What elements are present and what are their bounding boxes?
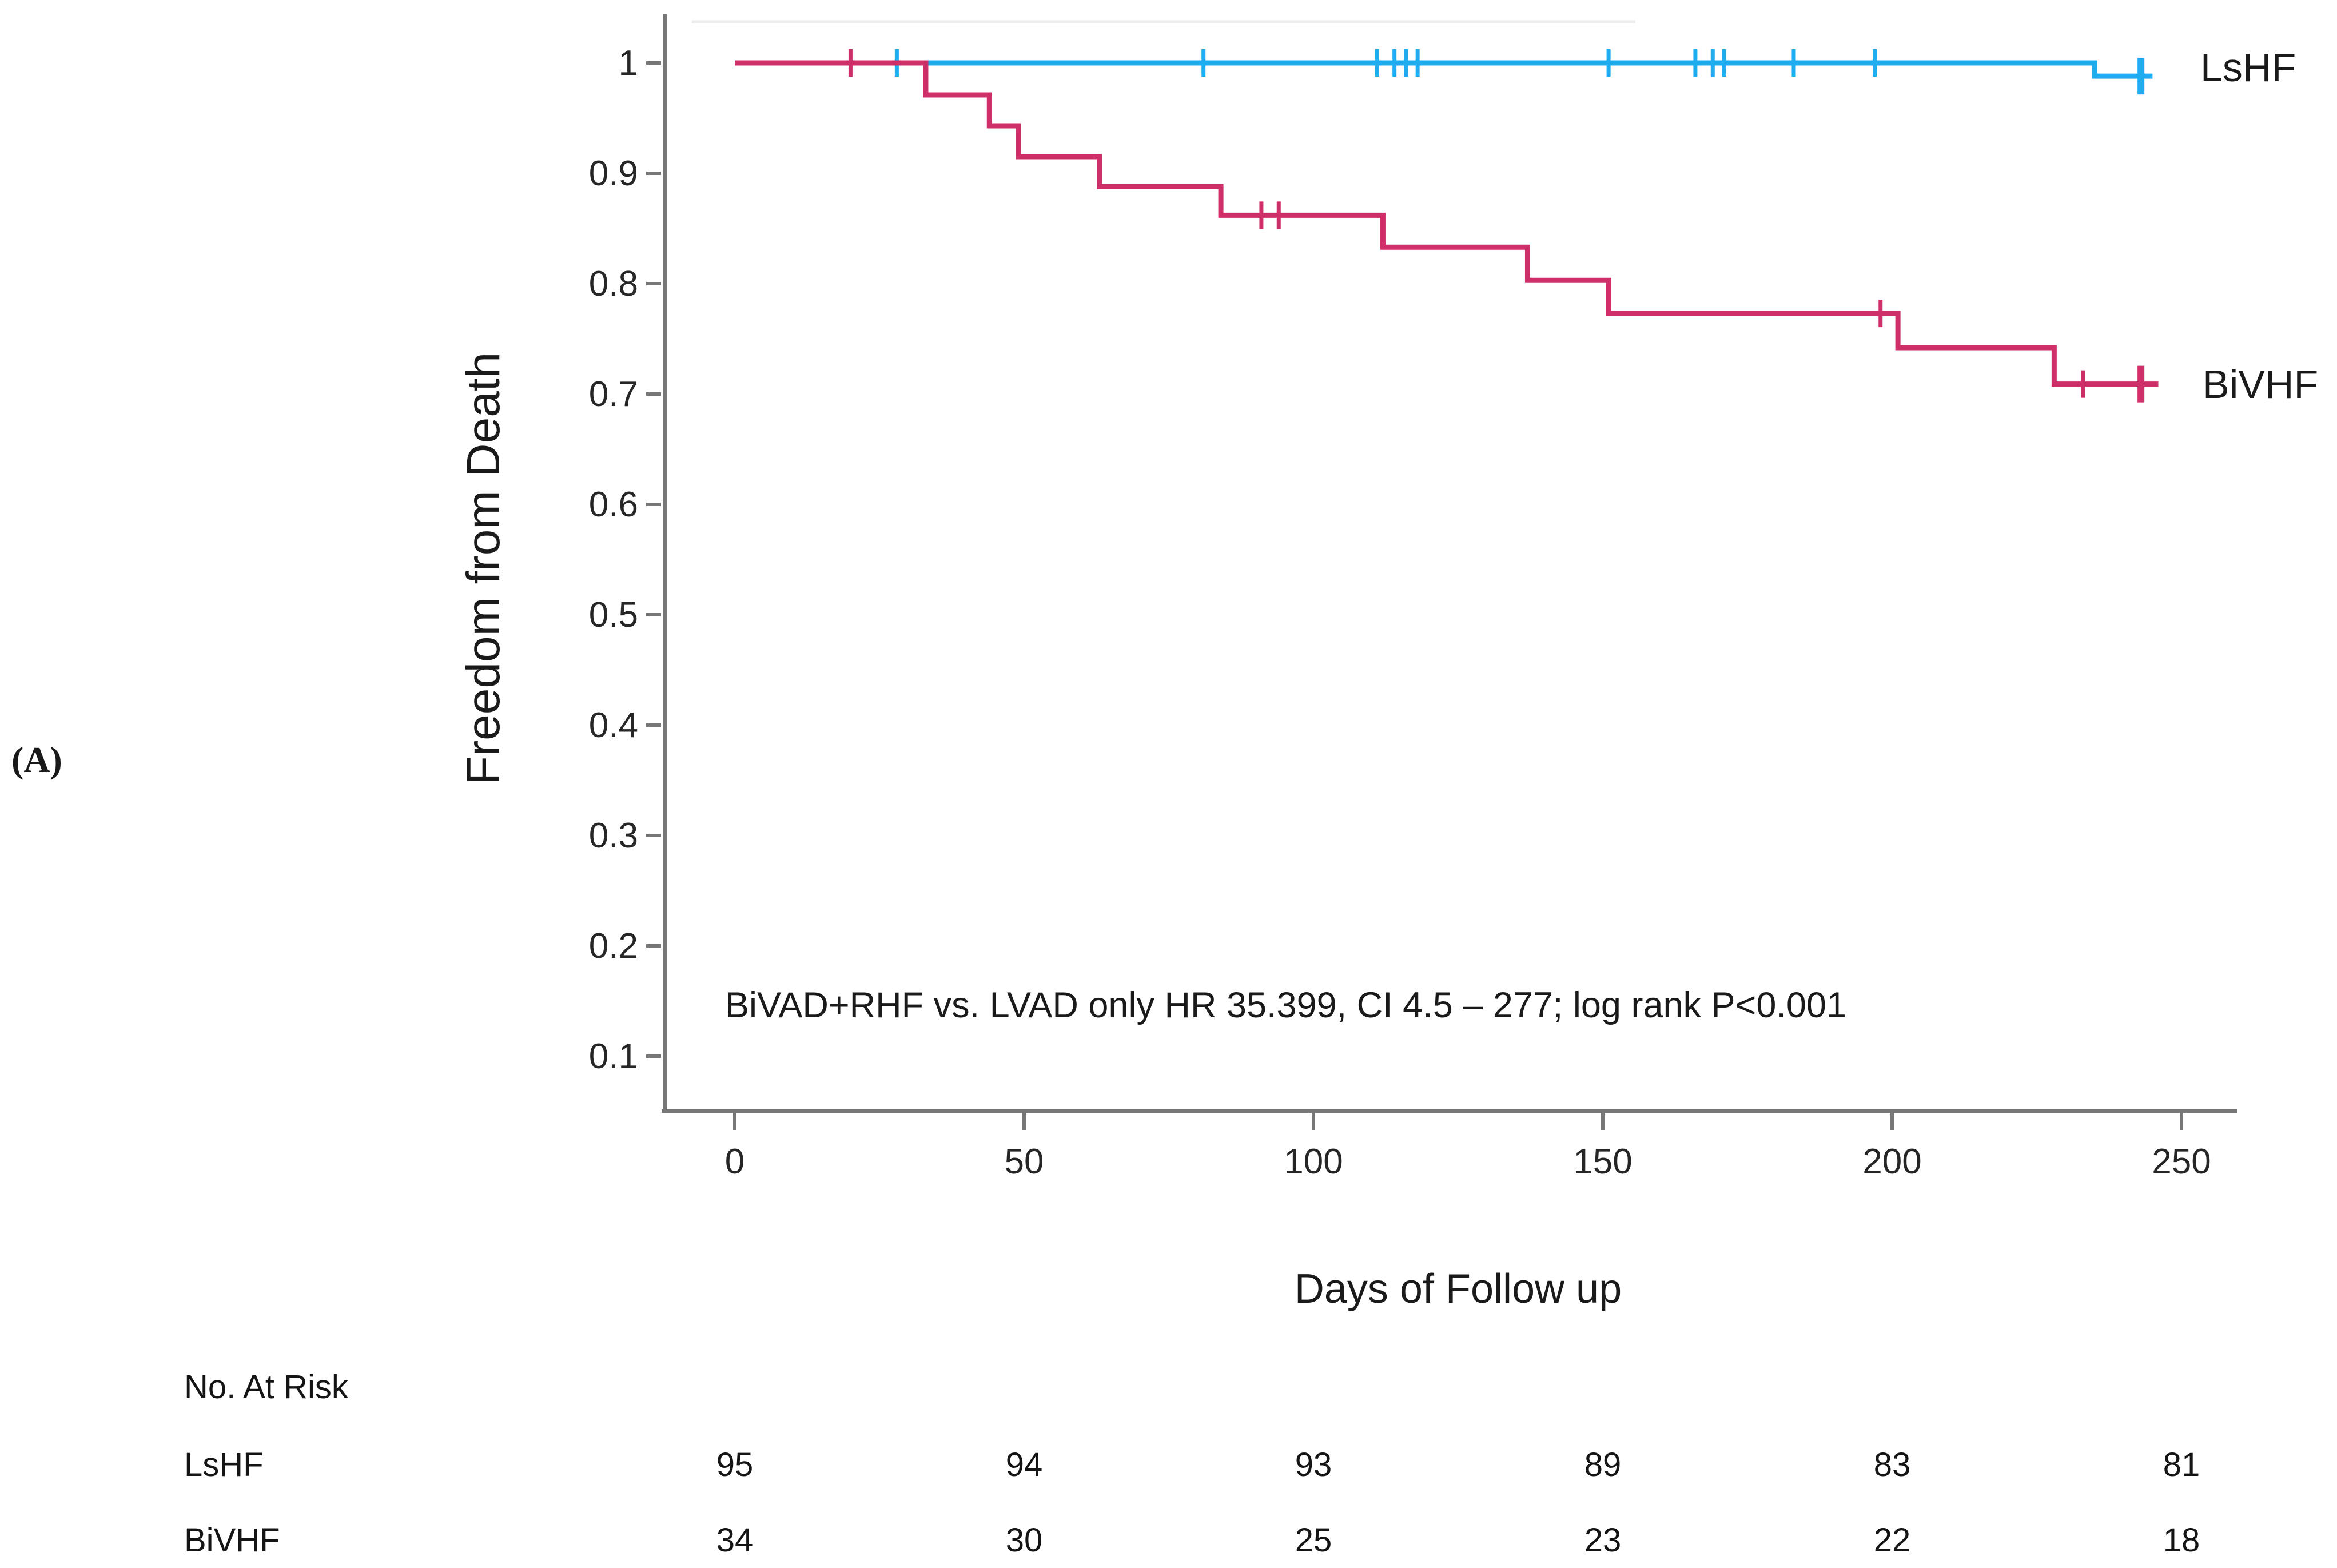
risk-count: 81 bbox=[2163, 1446, 2200, 1483]
y-tick-label: 0.8 bbox=[589, 264, 638, 304]
series-label-lshf: LsHF bbox=[2200, 45, 2296, 90]
series-label-bivhf: BiVHF bbox=[2203, 362, 2319, 407]
risk-count: 25 bbox=[1295, 1522, 1332, 1559]
x-tick-label: 50 bbox=[1005, 1142, 1044, 1181]
panel-label: (A) bbox=[11, 739, 62, 780]
y-tick-label: 0.3 bbox=[589, 816, 638, 855]
y-tick-label: 0.7 bbox=[589, 375, 638, 414]
risk-table-header: No. At Risk bbox=[184, 1368, 348, 1406]
x-axis-title: Days of Follow up bbox=[1294, 1266, 1622, 1312]
risk-count: 94 bbox=[1005, 1446, 1043, 1483]
y-tick-label: 0.2 bbox=[589, 926, 638, 966]
risk-count: 30 bbox=[1005, 1522, 1043, 1559]
risk-count: 93 bbox=[1295, 1446, 1332, 1483]
km-curve-bivhf bbox=[735, 60, 2159, 387]
y-tick-label: 0.9 bbox=[589, 154, 638, 193]
x-tick-label: 100 bbox=[1284, 1142, 1343, 1181]
risk-row-label-bivhf: BiVHF bbox=[184, 1522, 280, 1559]
risk-count: 83 bbox=[1873, 1446, 1911, 1483]
y-tick-label: 0.6 bbox=[589, 485, 638, 524]
risk-count: 22 bbox=[1873, 1522, 1911, 1559]
y-tick-label: 0.4 bbox=[589, 706, 638, 745]
x-tick-label: 150 bbox=[1573, 1142, 1632, 1181]
risk-count: 89 bbox=[1584, 1446, 1622, 1483]
y-tick-label: 0.5 bbox=[589, 595, 638, 635]
risk-count: 18 bbox=[2163, 1522, 2200, 1559]
risk-count: 23 bbox=[1584, 1522, 1622, 1559]
km-curve-lshf bbox=[735, 60, 2153, 79]
x-tick-label: 200 bbox=[1862, 1142, 1921, 1181]
risk-row-label-lshf: LsHF bbox=[184, 1446, 264, 1483]
y-tick-label: 0.1 bbox=[589, 1037, 638, 1076]
x-tick-label: 0 bbox=[725, 1142, 745, 1181]
risk-count: 95 bbox=[716, 1446, 754, 1483]
x-tick-label: 250 bbox=[2152, 1142, 2211, 1181]
y-axis-title: Freedom from Death bbox=[457, 352, 509, 785]
risk-count: 34 bbox=[716, 1522, 754, 1559]
y-tick-label: 1 bbox=[619, 43, 638, 83]
stats-annotation: BiVAD+RHF vs. LVAD only HR 35.399, CI 4.… bbox=[725, 985, 1846, 1025]
